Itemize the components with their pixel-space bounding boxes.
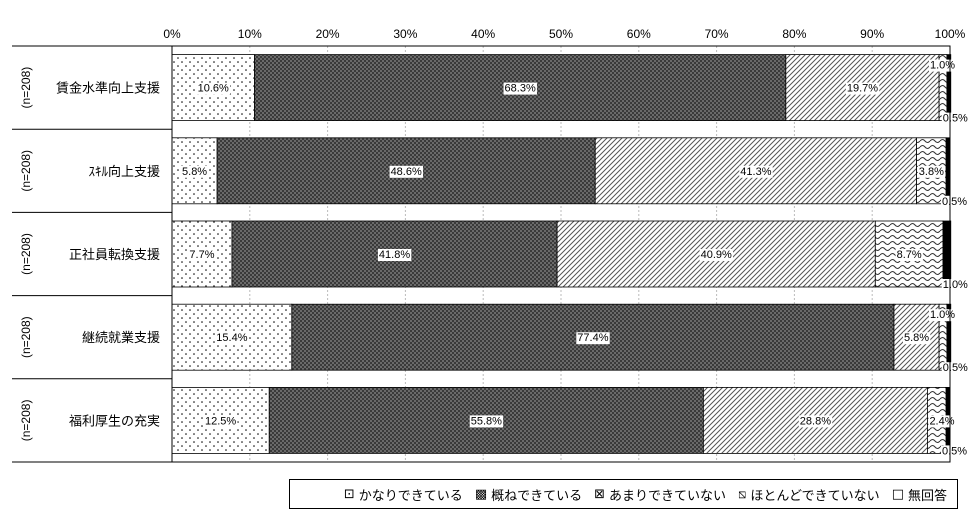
legend-item: ▩ 概ねできている <box>475 485 582 504</box>
data-label-background <box>929 59 957 72</box>
x-tick-label: 60% <box>627 27 651 41</box>
x-tick-label: 80% <box>782 27 806 41</box>
data-label: 48.6% <box>391 166 422 178</box>
data-label-background <box>941 445 969 458</box>
data-label: 41.3% <box>740 166 771 178</box>
data-label: 1.0% <box>930 60 955 72</box>
data-label-background <box>941 195 969 208</box>
x-tick-label: 10% <box>238 27 262 41</box>
data-label-background <box>941 362 970 375</box>
data-label: 1.0% <box>930 309 955 321</box>
data-label: 10.6% <box>198 83 229 95</box>
data-label: 0.5% <box>942 196 967 208</box>
data-label: 5.8% <box>904 332 929 344</box>
category-label: 福利厚生の充実 <box>69 413 160 429</box>
data-label: 0.5% <box>943 362 968 374</box>
category-n-label: (n=208) <box>19 233 33 275</box>
data-label: 0.5% <box>942 445 967 457</box>
data-label: 15.4% <box>216 332 247 344</box>
data-label: 0.5% <box>943 113 968 125</box>
data-label: 77.4% <box>577 332 608 344</box>
plot-area-frame <box>171 45 951 463</box>
x-tick-label: 90% <box>860 27 884 41</box>
data-label-background <box>929 309 957 322</box>
data-label-background <box>845 82 880 95</box>
x-tick-label: 30% <box>393 27 417 41</box>
x-tick-label: 0% <box>163 27 181 41</box>
data-label: 8.7% <box>897 249 922 261</box>
data-label-background <box>903 332 931 345</box>
legend-symbol-icon: ⧅ <box>738 486 747 502</box>
data-label-background <box>699 249 734 261</box>
data-label: 7.7% <box>189 249 214 261</box>
category-label: 正社員転換支援 <box>69 247 160 263</box>
data-label-background <box>196 82 231 95</box>
data-label-background <box>895 249 923 261</box>
legend-item: ⊠ あまりできていない <box>594 485 726 504</box>
legend-symbol-icon: □ <box>891 486 904 502</box>
data-label: 40.9% <box>701 249 732 261</box>
data-label: 55.8% <box>471 415 502 427</box>
data-label-background <box>188 249 216 261</box>
data-label-background <box>181 165 209 178</box>
chart-legend: ⊡ かなりできている ▩ 概ねできている ⊠ あまりできていない ⧅ ほとんどできていない □ 無… <box>289 479 958 509</box>
data-label-background <box>798 415 833 428</box>
bar-segment <box>945 137 951 205</box>
category-label: ｽｷﾙ向上支援 <box>88 164 160 180</box>
x-tick-label: 70% <box>705 27 729 41</box>
data-label-background <box>503 82 537 95</box>
data-label-background <box>576 332 610 345</box>
x-tick-label: 40% <box>471 27 495 41</box>
category-n-label: (n=208) <box>19 67 33 109</box>
data-label-background <box>928 415 956 428</box>
legend-label: あまりできていない <box>609 488 727 504</box>
legend-item: □ 無回答 <box>892 485 947 504</box>
x-tick-label: 100% <box>935 27 966 41</box>
legend-label: 概ねできている <box>491 488 583 504</box>
legend-label: かなりできている <box>358 488 463 504</box>
data-label-background <box>469 415 504 428</box>
legend-item: ⧅ ほとんどできていない <box>738 485 880 504</box>
category-label: 賃金水準向上支援 <box>56 81 160 97</box>
data-label-background <box>389 165 423 178</box>
data-label: 3.8% <box>919 166 944 178</box>
data-label: 12.5% <box>205 415 236 427</box>
category-n-label: (n=208) <box>19 400 33 442</box>
x-tick-label: 20% <box>316 27 340 41</box>
legend-label: ほとんどできていない <box>750 488 880 504</box>
legend-item: ⊡ かなりできている <box>344 485 463 504</box>
data-label-background <box>941 112 970 125</box>
data-label: 1.0% <box>943 279 968 291</box>
data-label: 5.8% <box>182 166 207 178</box>
data-label-background <box>941 279 970 291</box>
data-label: 28.8% <box>800 415 831 427</box>
x-tick-label: 50% <box>549 27 573 41</box>
data-label-background <box>215 332 249 345</box>
data-label: 19.7% <box>847 83 878 95</box>
category-label: 継続就業支援 <box>82 330 160 346</box>
data-label-background <box>204 415 238 428</box>
data-label: 2.4% <box>929 415 954 427</box>
category-n-label: (n=208) <box>19 316 33 358</box>
data-label-background <box>739 165 773 178</box>
data-label-background <box>917 165 946 178</box>
data-label: 68.3% <box>505 83 536 95</box>
legend-symbol-icon: ▩ <box>474 486 488 502</box>
category-n-label: (n=208) <box>19 150 33 192</box>
legend-symbol-icon: ⊠ <box>594 486 606 502</box>
legend-symbol-icon: ⊡ <box>343 486 355 502</box>
data-label: 41.8% <box>379 249 410 261</box>
data-label-background <box>377 249 412 261</box>
legend-label: 無回答 <box>907 488 947 504</box>
